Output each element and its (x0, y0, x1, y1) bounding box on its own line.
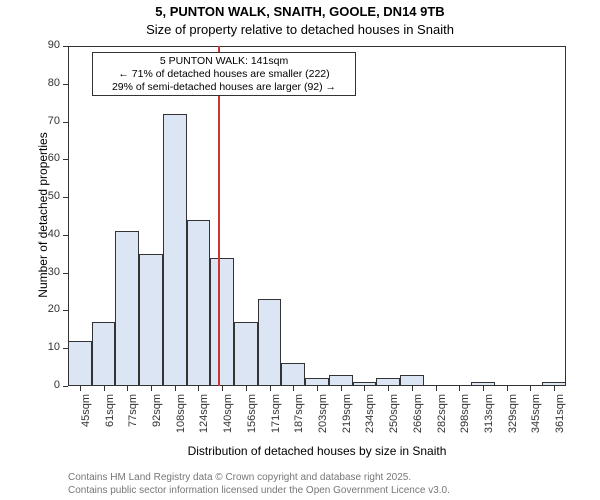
xtick-label: 219sqm (341, 394, 353, 444)
histogram-bar (542, 382, 566, 386)
xtick-mark (151, 386, 152, 391)
histogram-bar (471, 382, 495, 386)
xtick-mark (104, 386, 105, 391)
ytick-label: 60 (36, 152, 60, 164)
xtick-mark (388, 386, 389, 391)
xtick-label: 92sqm (151, 394, 163, 444)
ytick-label: 0 (36, 379, 60, 391)
ytick-label: 90 (36, 39, 60, 51)
ytick-mark (63, 159, 68, 160)
histogram-bar (281, 363, 305, 386)
ytick-label: 70 (36, 115, 60, 127)
histogram-bar (376, 378, 400, 386)
xtick-label: 329sqm (507, 394, 519, 444)
histogram-bar (92, 322, 116, 386)
xtick-label: 313sqm (483, 394, 495, 444)
xtick-mark (127, 386, 128, 391)
xtick-mark (483, 386, 484, 391)
xtick-label: 140sqm (222, 394, 234, 444)
xtick-label: 234sqm (364, 394, 376, 444)
xtick-mark (530, 386, 531, 391)
xtick-label: 203sqm (317, 394, 329, 444)
annotation-line: 29% of semi-detached houses are larger (… (97, 81, 351, 94)
histogram-bar (234, 322, 258, 386)
histogram-bar (210, 258, 234, 386)
footer-line-1: Contains HM Land Registry data © Crown c… (68, 472, 411, 483)
ytick-mark (63, 386, 68, 387)
chart-container: 5, PUNTON WALK, SNAITH, GOOLE, DN14 9TB … (0, 0, 600, 500)
xtick-mark (317, 386, 318, 391)
xtick-label: 345sqm (530, 394, 542, 444)
chart-title-main: 5, PUNTON WALK, SNAITH, GOOLE, DN14 9TB (0, 4, 600, 19)
histogram-bar (139, 254, 163, 386)
annotation-line: ← 71% of detached houses are smaller (22… (97, 68, 351, 81)
ytick-label: 40 (36, 228, 60, 240)
xtick-mark (554, 386, 555, 391)
xtick-mark (80, 386, 81, 391)
xtick-mark (341, 386, 342, 391)
footer-line-2: Contains public sector information licen… (68, 485, 450, 496)
histogram-bar (68, 341, 92, 386)
yaxis-label: Number of detached properties (36, 105, 50, 325)
ytick-mark (63, 197, 68, 198)
annotation-line: 5 PUNTON WALK: 141sqm (97, 55, 351, 68)
xtick-mark (198, 386, 199, 391)
histogram-bar (353, 382, 377, 386)
xtick-label: 171sqm (270, 394, 282, 444)
reference-line (218, 46, 220, 386)
xtick-mark (175, 386, 176, 391)
xtick-label: 298sqm (459, 394, 471, 444)
histogram-bar (258, 299, 282, 386)
ytick-label: 10 (36, 341, 60, 353)
histogram-bar (115, 231, 139, 386)
ytick-label: 50 (36, 190, 60, 202)
xtick-mark (364, 386, 365, 391)
histogram-bar (187, 220, 211, 386)
xtick-mark (293, 386, 294, 391)
ytick-mark (63, 122, 68, 123)
xtick-mark (507, 386, 508, 391)
annotation-box: 5 PUNTON WALK: 141sqm← 71% of detached h… (92, 52, 356, 96)
xtick-mark (436, 386, 437, 391)
xtick-label: 187sqm (293, 394, 305, 444)
xaxis-label: Distribution of detached houses by size … (68, 444, 566, 458)
xtick-label: 156sqm (246, 394, 258, 444)
xtick-mark (222, 386, 223, 391)
histogram-bar (329, 375, 353, 386)
histogram-bar (163, 114, 187, 386)
ytick-mark (63, 46, 68, 47)
xtick-mark (459, 386, 460, 391)
xtick-label: 45sqm (80, 394, 92, 444)
chart-title-sub: Size of property relative to detached ho… (0, 22, 600, 37)
ytick-mark (63, 310, 68, 311)
ytick-mark (63, 235, 68, 236)
ytick-label: 30 (36, 266, 60, 278)
xtick-label: 361sqm (554, 394, 566, 444)
xtick-label: 282sqm (436, 394, 448, 444)
histogram-bar (400, 375, 424, 386)
ytick-label: 20 (36, 303, 60, 315)
xtick-label: 124sqm (198, 394, 210, 444)
xtick-label: 77sqm (127, 394, 139, 444)
ytick-mark (63, 84, 68, 85)
ytick-mark (63, 273, 68, 274)
xtick-label: 266sqm (412, 394, 424, 444)
xtick-mark (412, 386, 413, 391)
ytick-label: 80 (36, 77, 60, 89)
xtick-mark (270, 386, 271, 391)
histogram-bar (305, 378, 329, 386)
xtick-label: 250sqm (388, 394, 400, 444)
xtick-label: 61sqm (104, 394, 116, 444)
xtick-label: 108sqm (175, 394, 187, 444)
xtick-mark (246, 386, 247, 391)
